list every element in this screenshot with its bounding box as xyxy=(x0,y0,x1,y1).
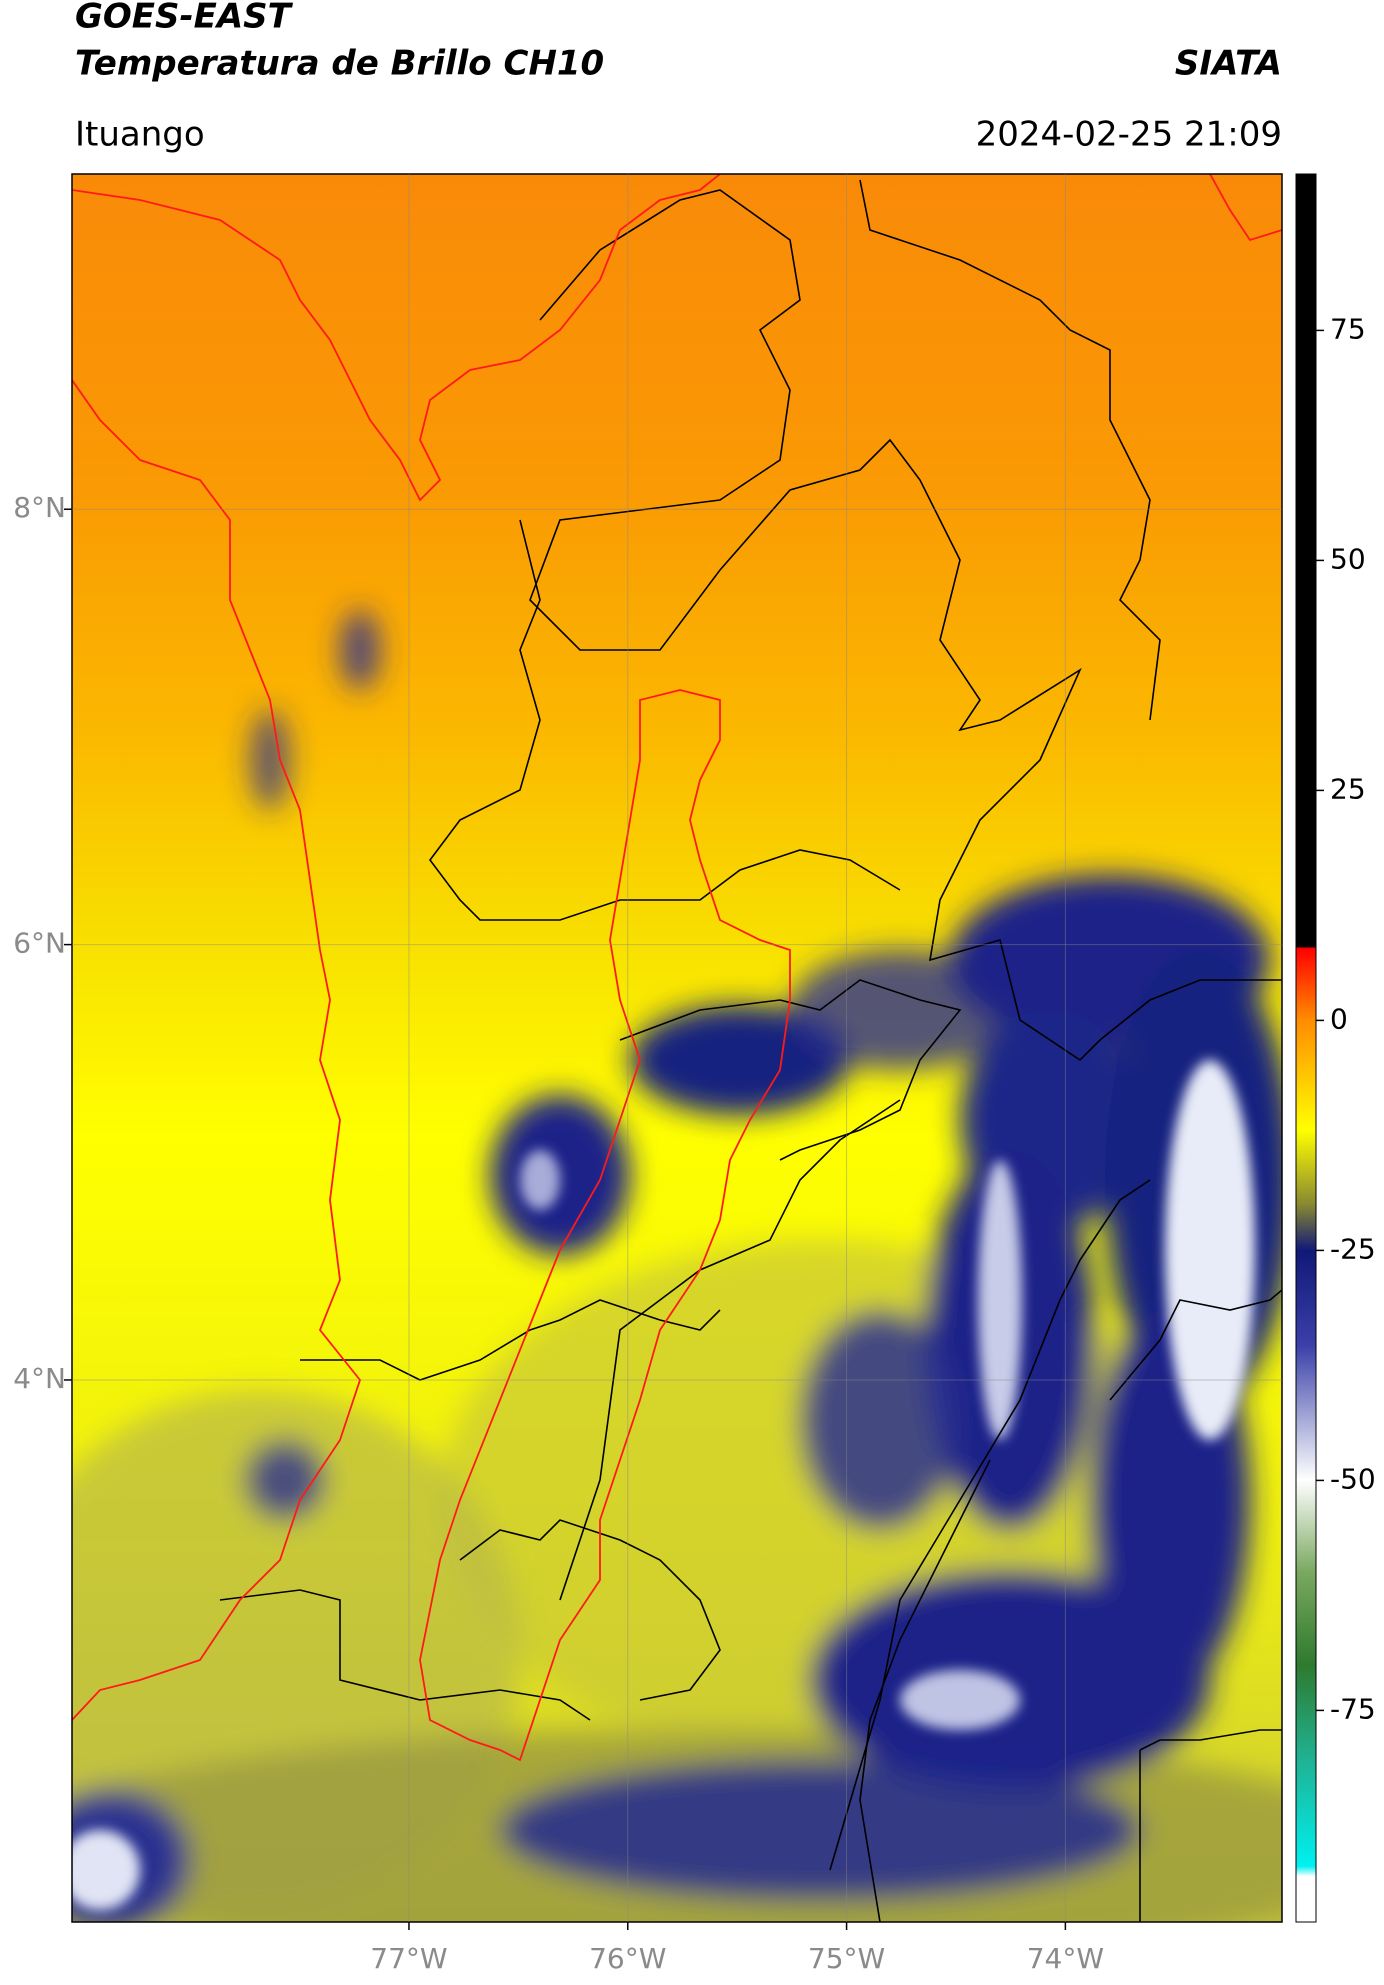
y-tick-label: 4°N xyxy=(13,1362,66,1395)
x-tick-label: 77°W xyxy=(370,1942,447,1975)
colorbar-tick-label: -25 xyxy=(1330,1232,1376,1265)
location: Ituango xyxy=(75,115,205,155)
x-tick-label: 74°W xyxy=(1027,1942,1104,1975)
colorbar-tick-label: 75 xyxy=(1330,312,1366,345)
brand: SIATA xyxy=(1175,44,1282,84)
y-tick-label: 6°N xyxy=(13,927,66,960)
map-frame xyxy=(71,173,1283,1923)
colorbar-tick-label: 25 xyxy=(1330,772,1366,805)
x-tick-label: 76°W xyxy=(589,1942,666,1975)
colorbar-tick-label: -50 xyxy=(1330,1462,1376,1495)
title-line1: GOES-EAST xyxy=(75,0,294,37)
colorbar-tick-label: 50 xyxy=(1330,542,1366,575)
cloud-fields xyxy=(72,610,1282,1922)
colorbar xyxy=(1295,173,1317,1923)
y-tick-label: 8°N xyxy=(13,491,66,524)
colorbar-tick-label: -75 xyxy=(1330,1692,1376,1725)
datetime: 2024-02-25 21:09 xyxy=(976,115,1282,155)
colorbar-tick-label: 0 xyxy=(1330,1002,1348,1035)
satellite-image xyxy=(72,174,1282,1922)
title-line2: Temperatura de Brillo CH10 xyxy=(75,44,604,84)
x-tick-label: 75°W xyxy=(808,1942,885,1975)
cold-tops xyxy=(72,1060,1255,1910)
coast-and-ituango-region xyxy=(72,174,1282,1762)
graticule xyxy=(72,174,1282,1922)
